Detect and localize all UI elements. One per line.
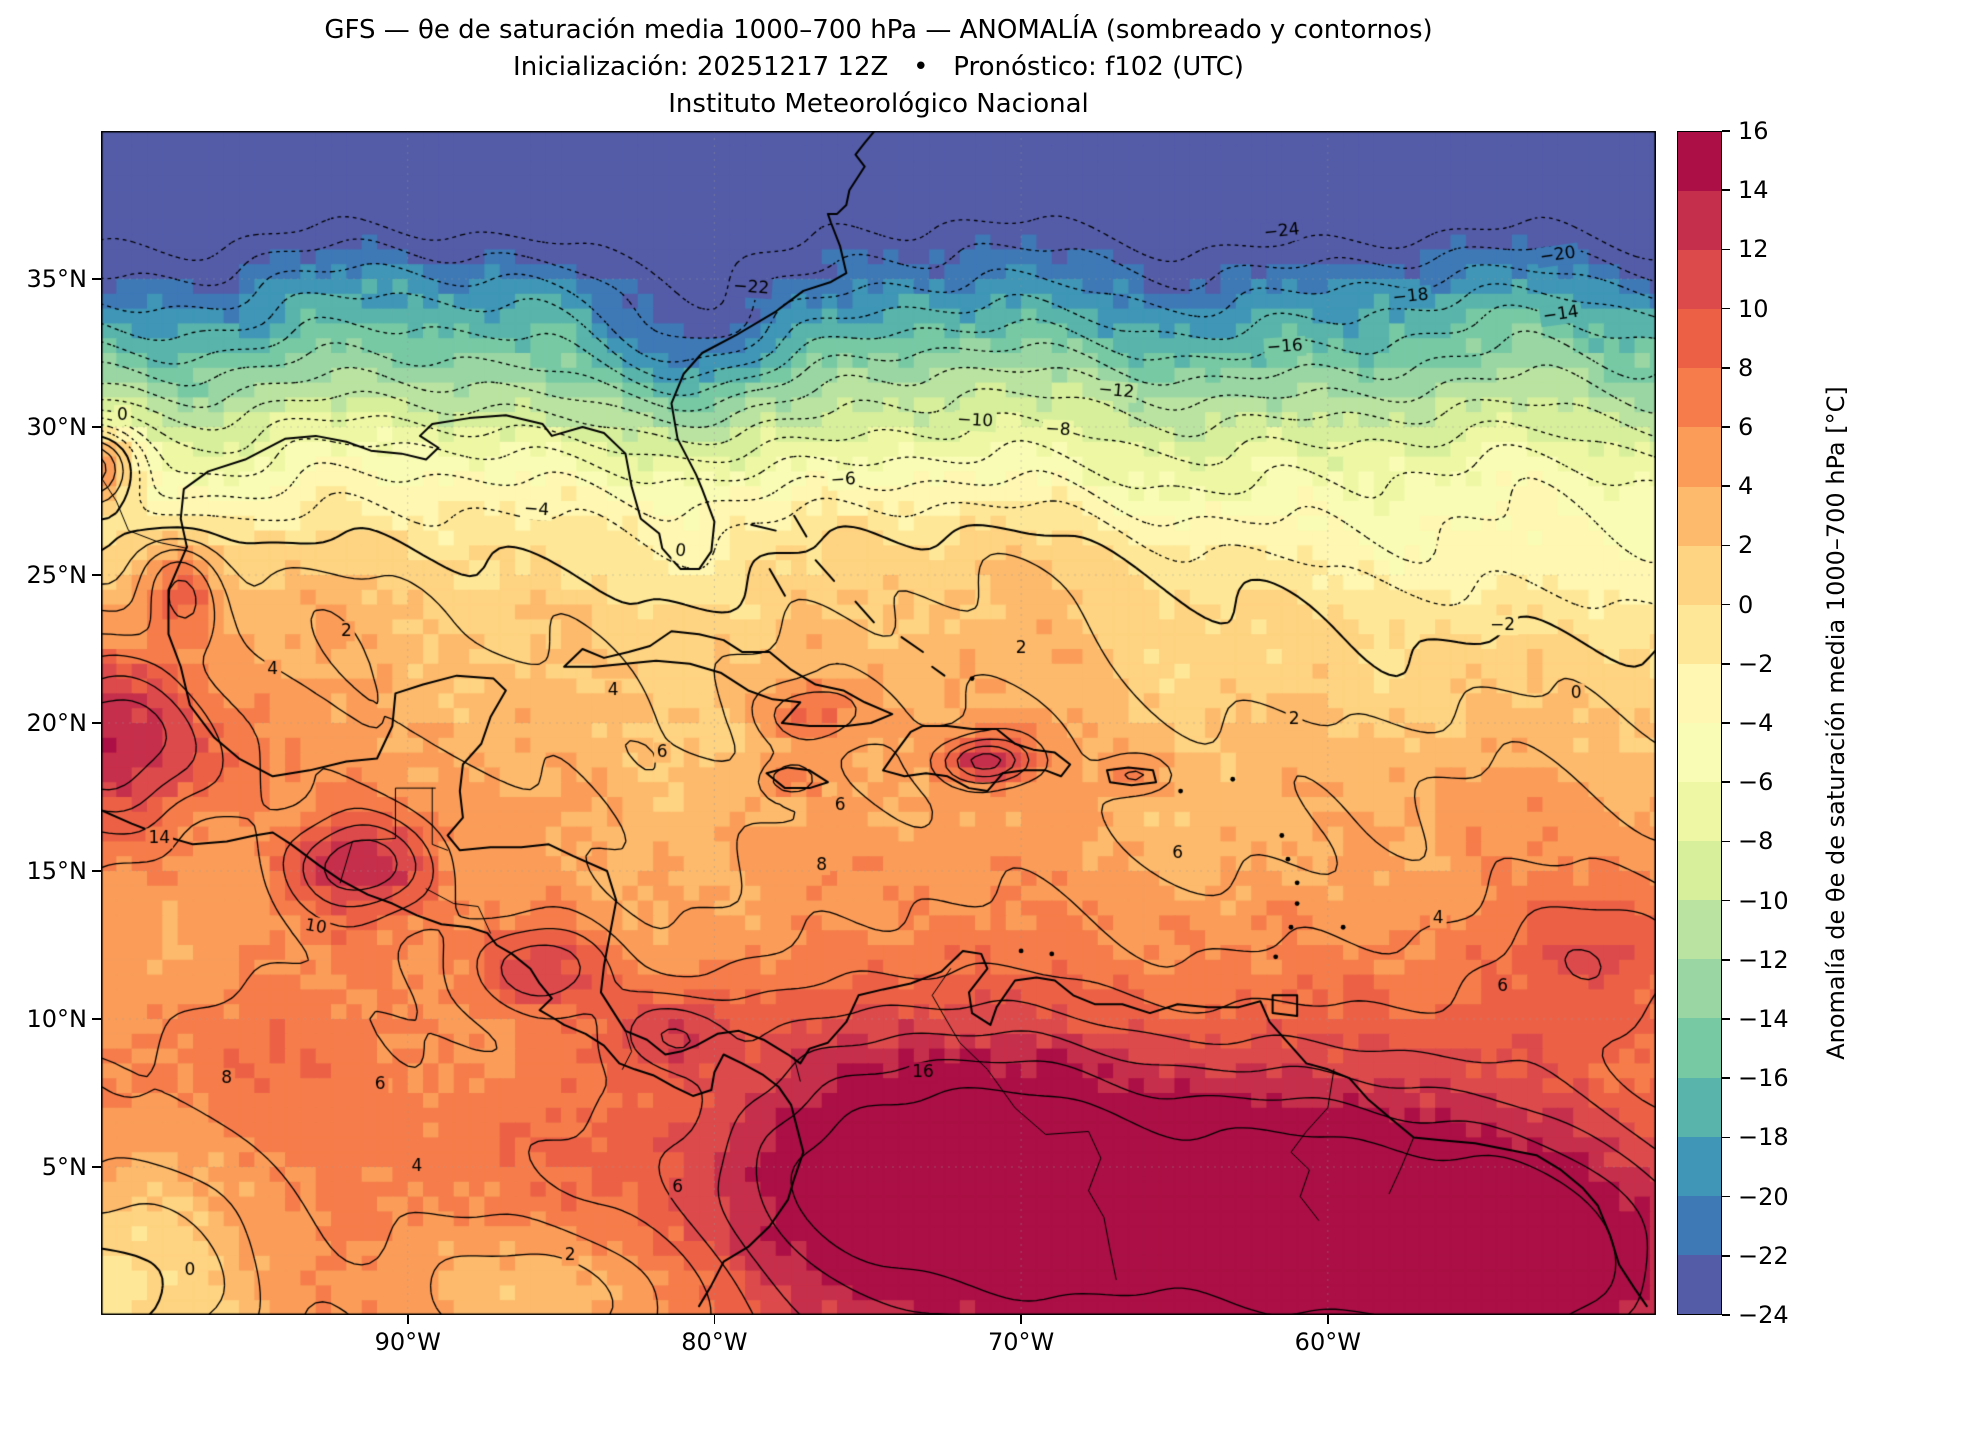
colorbar-tick-label: 14 bbox=[1738, 176, 1769, 205]
y-tick-mark bbox=[92, 722, 101, 724]
colorbar-tick-mark bbox=[1722, 307, 1730, 310]
x-tick-label: 70°W bbox=[987, 1328, 1055, 1356]
colorbar-tick-label: −6 bbox=[1738, 768, 1774, 797]
colorbar-tick-mark bbox=[1722, 189, 1730, 192]
colorbar-tick-label: −22 bbox=[1738, 1241, 1789, 1270]
chart-title-block: GFS — θe de saturación media 1000–700 hP… bbox=[101, 12, 1656, 123]
colorbar-tick-label: 10 bbox=[1738, 294, 1769, 323]
colorbar-tick-mark bbox=[1722, 130, 1730, 132]
colorbar-tick-mark bbox=[1722, 722, 1730, 724]
colorbar-tick-mark bbox=[1722, 367, 1730, 369]
y-tick-mark bbox=[92, 278, 101, 280]
colorbar-segment bbox=[1678, 722, 1721, 783]
colorbar-tick-label: 16 bbox=[1738, 117, 1769, 145]
chart-subtitle-init-forecast: Inicialización: 20251217 12Z • Pronóstic… bbox=[513, 52, 1244, 82]
chart-title: GFS — θe de saturación media 1000–700 hP… bbox=[324, 15, 1433, 45]
y-tick-mark bbox=[92, 1018, 101, 1020]
x-tick-label: 80°W bbox=[681, 1328, 748, 1356]
y-tick-label: 25°N bbox=[26, 561, 88, 589]
colorbar-segment bbox=[1678, 1254, 1721, 1314]
colorbar-segment bbox=[1678, 191, 1721, 251]
chart-institution: Instituto Meteorológico Nacional bbox=[668, 89, 1089, 119]
colorbar-tick-mark bbox=[1722, 899, 1730, 902]
colorbar-segment bbox=[1678, 1018, 1721, 1078]
colorbar-tick-label: −2 bbox=[1738, 649, 1774, 678]
colorbar bbox=[1677, 131, 1722, 1315]
colorbar-label: Anomalía de θe de saturación media 1000–… bbox=[1822, 386, 1850, 1060]
colorbar-segment bbox=[1678, 427, 1721, 487]
colorbar-tick-mark bbox=[1722, 1018, 1730, 1020]
y-tick-label: 15°N bbox=[26, 857, 88, 885]
colorbar-segment bbox=[1678, 663, 1721, 723]
colorbar-tick-label: −10 bbox=[1738, 886, 1789, 915]
colorbar-segment bbox=[1678, 486, 1721, 546]
colorbar-tick-mark bbox=[1722, 1314, 1730, 1316]
colorbar-tick-label: −16 bbox=[1738, 1064, 1789, 1093]
colorbar-tick-mark bbox=[1722, 485, 1730, 488]
y-tick-label: 10°N bbox=[26, 1005, 88, 1033]
colorbar-tick-mark bbox=[1722, 1255, 1730, 1257]
colorbar-segment bbox=[1678, 1077, 1721, 1137]
x-tick-mark bbox=[1020, 1315, 1022, 1324]
colorbar-tick-label: −24 bbox=[1738, 1301, 1789, 1329]
colorbar-tick-mark bbox=[1722, 840, 1730, 843]
colorbar-tick-mark bbox=[1722, 1077, 1730, 1080]
colorbar-tick-label: 2 bbox=[1738, 531, 1754, 560]
map-plot-area bbox=[101, 131, 1656, 1315]
colorbar-tick-label: −8 bbox=[1738, 827, 1774, 856]
map-canvas bbox=[101, 131, 1656, 1315]
colorbar-segment bbox=[1678, 545, 1721, 605]
colorbar-segment bbox=[1678, 1136, 1721, 1196]
colorbar-tick-label: 4 bbox=[1738, 472, 1754, 501]
colorbar-tick-mark bbox=[1722, 426, 1730, 428]
y-tick-mark bbox=[92, 870, 101, 872]
x-tick-mark bbox=[406, 1315, 409, 1324]
colorbar-tick-mark bbox=[1722, 781, 1730, 784]
y-tick-label: 20°N bbox=[26, 709, 88, 737]
colorbar-tick-mark bbox=[1722, 544, 1730, 547]
colorbar-tick-mark bbox=[1722, 248, 1730, 251]
y-tick-label: 5°N bbox=[41, 1153, 87, 1181]
y-tick-mark bbox=[92, 574, 101, 576]
colorbar-segment bbox=[1678, 368, 1721, 428]
colorbar-tick-label: 12 bbox=[1738, 235, 1769, 264]
colorbar-tick-label: −20 bbox=[1738, 1182, 1789, 1211]
y-tick-label: 30°N bbox=[26, 413, 88, 441]
colorbar-tick-label: 0 bbox=[1738, 590, 1754, 619]
colorbar-tick-label: −4 bbox=[1738, 709, 1774, 737]
y-tick-mark bbox=[92, 1166, 101, 1168]
colorbar-segment bbox=[1678, 132, 1721, 192]
colorbar-tick-label: −18 bbox=[1738, 1123, 1789, 1152]
x-tick-mark bbox=[1327, 1315, 1329, 1324]
colorbar-segment bbox=[1678, 250, 1721, 310]
colorbar-segment bbox=[1678, 782, 1721, 842]
y-tick-mark bbox=[92, 426, 101, 428]
colorbar-segment bbox=[1678, 959, 1721, 1019]
colorbar-tick-label: 6 bbox=[1738, 413, 1754, 441]
colorbar-segment bbox=[1678, 309, 1721, 369]
colorbar-tick-mark bbox=[1722, 1136, 1730, 1139]
colorbar-tick-mark bbox=[1722, 959, 1730, 961]
colorbar-tick-mark bbox=[1722, 603, 1730, 606]
colorbar-tick-mark bbox=[1722, 1195, 1730, 1198]
x-tick-label: 60°W bbox=[1294, 1328, 1361, 1356]
colorbar-segment bbox=[1678, 900, 1721, 960]
y-tick-label: 35°N bbox=[26, 265, 88, 293]
colorbar-tick-label: 8 bbox=[1738, 353, 1754, 382]
colorbar-tick-label: −12 bbox=[1738, 945, 1789, 974]
colorbar-segment bbox=[1678, 1195, 1721, 1255]
colorbar-tick-label: −14 bbox=[1738, 1005, 1789, 1033]
colorbar-tick-mark bbox=[1722, 663, 1730, 665]
colorbar-segment bbox=[1678, 604, 1721, 664]
colorbar-segment bbox=[1678, 841, 1721, 901]
x-tick-mark bbox=[713, 1315, 716, 1324]
x-tick-label: 90°W bbox=[374, 1328, 441, 1356]
